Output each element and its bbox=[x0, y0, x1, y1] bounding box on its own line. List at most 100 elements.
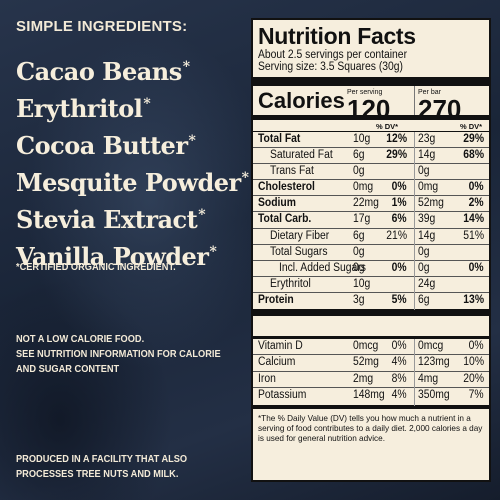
nutrient-amount-serving: 0g bbox=[353, 261, 365, 274]
servings-per-container: About 2.5 servings per container bbox=[258, 49, 408, 61]
vitamin-dv-bar: 7% bbox=[469, 389, 484, 402]
vitamin-amount-serving: 148mg bbox=[353, 389, 385, 402]
nutrient-label: Trans Fat bbox=[270, 165, 314, 178]
vitamin-label: Potassium bbox=[258, 389, 307, 402]
column-divider bbox=[414, 86, 415, 115]
vitamin-amount-serving: 0mcg bbox=[353, 340, 379, 353]
facility-note: PRODUCED IN A FACILITY THAT ALSO PROCESS… bbox=[16, 453, 188, 480]
vitamin-amount-bar: 123mg bbox=[418, 356, 450, 369]
nutrient-amount-bar: 23g bbox=[418, 133, 436, 145]
nutrient-amount-bar: 0mg bbox=[418, 181, 439, 194]
nutrient-dv-bar: 0% bbox=[469, 261, 484, 274]
nutrient-dv-serving: 6% bbox=[392, 213, 407, 226]
vitamin-amount-serving: 2mg bbox=[353, 372, 374, 385]
nutrient-amount-bar: 14g bbox=[418, 229, 436, 242]
daily-value-header: % DV* % DV* bbox=[253, 120, 489, 132]
vitamin-row: Potassium 148mg 4% 350mg 7% bbox=[253, 388, 489, 406]
nutrient-row: Trans Fat 0g 0g bbox=[253, 164, 489, 181]
nutrient-amount-bar: 0g bbox=[418, 261, 430, 274]
nutrient-amount-serving: 0mg bbox=[353, 181, 374, 194]
nutrient-label: Erythritol bbox=[270, 277, 311, 290]
column-divider bbox=[414, 244, 415, 261]
nutrient-amount-bar: 0g bbox=[418, 245, 430, 258]
ingredient-item: Mesquite Powder* bbox=[16, 168, 249, 197]
nutrient-amount-bar: 14g bbox=[418, 149, 436, 162]
nutrient-dv-serving: 12% bbox=[386, 133, 407, 145]
vitamin-amount-bar: 4mg bbox=[418, 372, 439, 385]
nutrient-label: Saturated Fat bbox=[270, 149, 333, 162]
vitamin-dv-bar: 10% bbox=[463, 356, 484, 369]
nutrient-dv-bar: 29% bbox=[463, 133, 484, 145]
nutrient-label: Total Carb. bbox=[258, 213, 312, 226]
column-divider bbox=[414, 212, 415, 229]
vitamin-amount-serving: 52mg bbox=[353, 356, 379, 369]
nutrition-facts-panel: Nutrition Facts About 2.5 servings per c… bbox=[251, 18, 491, 482]
nutrient-rows: Total Fat 10g 12% 23g 29% Saturated Fat 6g 29% 1… bbox=[253, 132, 489, 311]
calories-per-bar: Per bar 270 bbox=[418, 89, 462, 124]
nutrient-amount-bar: 52mg bbox=[418, 197, 444, 210]
nutrient-amount-bar: 39g bbox=[418, 213, 436, 226]
column-divider bbox=[414, 260, 415, 277]
column-divider bbox=[414, 132, 415, 149]
nutrient-row: Erythritol 10g 24g bbox=[253, 276, 489, 293]
nutrient-dv-serving: 0% bbox=[392, 181, 407, 194]
column-divider bbox=[414, 228, 415, 245]
nutrient-row: Total Carb. 17g 6% 39g 14% bbox=[253, 212, 489, 229]
nutrient-row: Saturated Fat 6g 29% 14g 68% bbox=[253, 148, 489, 165]
nutrient-row: Total Fat 10g 12% 23g 29% bbox=[253, 132, 489, 149]
divider-thick bbox=[253, 77, 489, 86]
serving-size: Serving size: 3.5 Squares (30g) bbox=[258, 61, 403, 73]
nutrient-amount-serving: 17g bbox=[353, 213, 371, 226]
nutrient-dv-serving: 5% bbox=[392, 293, 407, 306]
nutrient-dv-bar: 51% bbox=[463, 229, 484, 242]
nutrient-dv-serving: 1% bbox=[392, 197, 407, 210]
nutrient-row: Total Sugars 0g 0g bbox=[253, 244, 489, 261]
calories-label: Calories bbox=[258, 88, 345, 113]
nutrient-amount-serving: 10g bbox=[353, 277, 371, 290]
vitamin-amount-bar: 350mg bbox=[418, 389, 450, 402]
vitamin-row: Calcium 52mg 4% 123mg 10% bbox=[253, 355, 489, 372]
nutrient-amount-bar: 0g bbox=[418, 165, 430, 178]
column-divider bbox=[414, 339, 415, 356]
nutrient-row: Dietary Fiber 6g 21% 14g 51% bbox=[253, 228, 489, 245]
ingredient-item: Erythritol* bbox=[16, 94, 151, 123]
nutrient-label: Protein bbox=[258, 293, 294, 306]
vitamin-label: Iron bbox=[258, 372, 276, 385]
vitamin-label: Vitamin D bbox=[258, 340, 303, 353]
nutrient-dv-serving: 0% bbox=[392, 261, 407, 274]
column-divider bbox=[414, 164, 415, 181]
nutrient-dv-bar: 13% bbox=[463, 293, 484, 306]
nutrient-amount-serving: 10g bbox=[353, 133, 371, 145]
nutrient-row: Incl. Added Sugars 0g 0% 0g 0% bbox=[253, 260, 489, 277]
daily-value-footnote: *The % Daily Value (DV) tells you how mu… bbox=[253, 404, 489, 444]
nutrient-label: Total Fat bbox=[258, 133, 301, 145]
ingredient-item: Stevia Extract* bbox=[16, 205, 206, 234]
nutrient-dv-serving: 21% bbox=[386, 229, 407, 242]
vitamin-dv-serving: 4% bbox=[392, 389, 407, 402]
vitamin-row: Vitamin D 0mcg 0% 0mcg 0% bbox=[253, 339, 489, 356]
vitamin-dv-bar: 0% bbox=[469, 340, 484, 353]
nutrient-amount-serving: 3g bbox=[353, 293, 365, 306]
nutrient-label: Dietary Fiber bbox=[270, 229, 330, 242]
divider-thick bbox=[253, 309, 489, 317]
vitamin-amount-bar: 0mcg bbox=[418, 340, 444, 353]
nutrient-dv-bar: 68% bbox=[463, 149, 484, 162]
nutrient-dv-bar: 14% bbox=[463, 213, 484, 226]
spacer bbox=[253, 316, 489, 340]
vitamin-dv-serving: 8% bbox=[392, 372, 407, 385]
nutrient-row: Protein 3g 5% 6g 13% bbox=[253, 292, 489, 311]
nutrient-dv-serving: 29% bbox=[386, 149, 407, 162]
ingredients-heading: SIMPLE INGREDIENTS: bbox=[16, 18, 188, 35]
calories-per-serving: Per serving 120 bbox=[347, 89, 391, 124]
nutrient-amount-serving: 0g bbox=[353, 165, 365, 178]
column-divider bbox=[414, 180, 415, 197]
calorie-note: NOT A LOW CALORIE FOOD. SEE NUTRITION IN… bbox=[16, 333, 221, 375]
column-divider bbox=[414, 371, 415, 389]
column-divider bbox=[414, 292, 415, 311]
column-divider bbox=[414, 148, 415, 165]
calories-row: Calories Per serving 120 Per bar 270 bbox=[253, 86, 489, 124]
nutrient-label: Cholesterol bbox=[258, 181, 315, 194]
column-divider bbox=[414, 276, 415, 293]
vitamin-label: Calcium bbox=[258, 356, 296, 369]
ingredient-item: Cacao Beans* bbox=[16, 57, 190, 86]
